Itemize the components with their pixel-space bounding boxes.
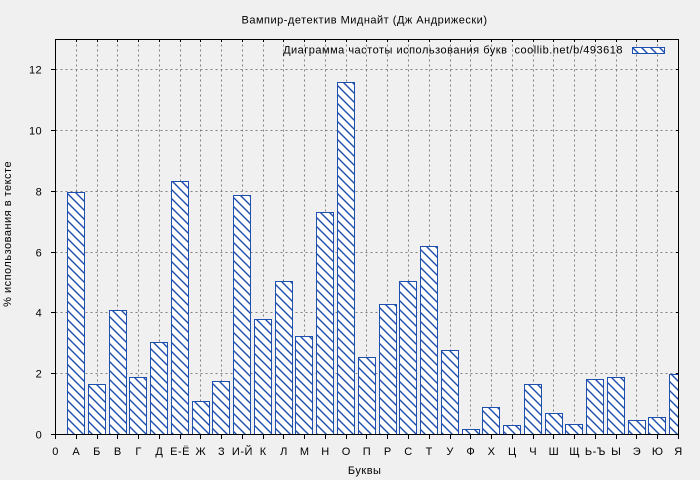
svg-text:Вампир-детектив Миднайт (Дж Ан: Вампир-детектив Миднайт (Дж Андрижески) [242,14,488,26]
svg-text:С: С [404,446,412,458]
svg-text:Ч: Ч [529,446,537,458]
svg-text:Е-Ё: Е-Ё [170,446,190,458]
svg-text:Я: Я [674,446,682,458]
svg-text:А: А [72,446,80,458]
svg-text:О: О [342,446,351,458]
svg-text:Щ: Щ [569,446,580,458]
svg-text:Ю: Ю [652,446,664,458]
svg-text:Н: Н [321,446,329,458]
svg-text:З: З [218,446,225,458]
svg-text:У: У [446,446,454,458]
svg-text:В: В [114,446,122,458]
svg-text:Р: Р [384,446,392,458]
svg-text:0: 0 [36,429,43,441]
svg-text:Э: Э [633,446,641,458]
svg-text:Буквы: Буквы [348,465,382,477]
svg-text:И-Й: И-Й [232,445,253,458]
svg-text:Б: Б [93,446,101,458]
svg-text:2: 2 [36,368,43,380]
svg-text:Ф: Ф [466,446,475,458]
svg-text:Х: Х [488,446,496,458]
svg-text:6: 6 [36,247,43,259]
svg-text:% использования в тексте: % использования в тексте [2,161,14,307]
svg-text:0: 0 [52,446,59,458]
svg-text:Г: Г [135,446,141,458]
svg-text:П: П [363,446,371,458]
svg-text:М: М [300,446,310,458]
svg-text:Л: Л [280,446,288,458]
svg-text:К: К [260,446,267,458]
svg-text:Диаграмма частоты использовани: Диаграмма частоты использования букв coo… [283,44,623,56]
svg-text:Ц: Ц [508,446,517,458]
svg-text:8: 8 [36,186,43,198]
svg-text:12: 12 [29,64,42,76]
svg-text:Т: Т [426,446,433,458]
svg-text:Д: Д [155,446,163,458]
svg-text:Ы: Ы [611,446,621,458]
svg-text:Ь-Ъ: Ь-Ъ [585,446,606,458]
svg-text:4: 4 [36,307,43,319]
svg-text:Ж: Ж [196,446,207,458]
svg-text:10: 10 [29,125,42,137]
svg-text:Ш: Ш [549,446,560,458]
